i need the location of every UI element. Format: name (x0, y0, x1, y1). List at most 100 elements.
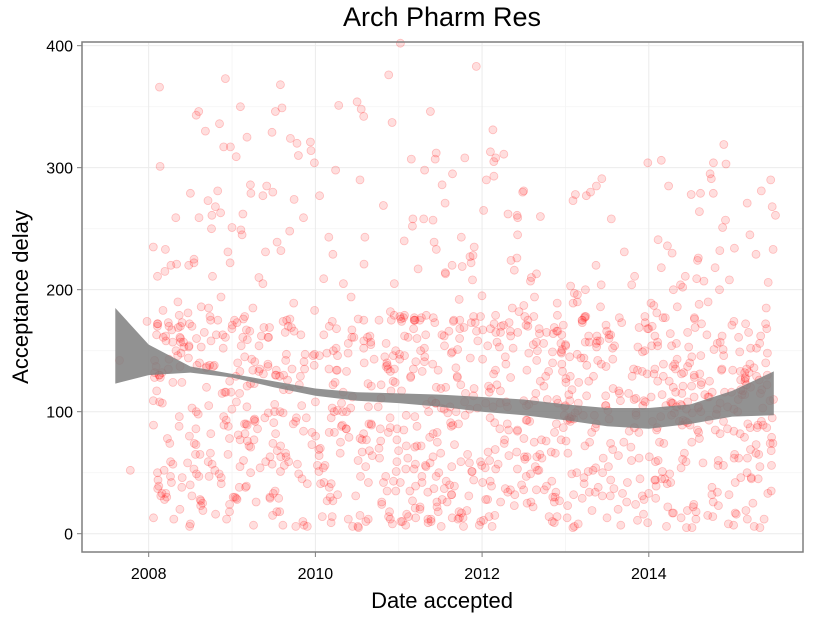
scatter-point (455, 324, 465, 334)
scatter-point (755, 523, 765, 532)
scatter-point (742, 364, 751, 374)
scatter-point (505, 326, 515, 336)
scatter-point (343, 514, 353, 524)
scatter-point (333, 490, 343, 500)
scatter-point (382, 358, 392, 368)
scatter-point (235, 462, 245, 472)
scatter-point (477, 460, 487, 470)
scatter-point (373, 402, 383, 412)
scatter-point (391, 486, 401, 496)
scatter-point (503, 487, 513, 497)
scatter-point (676, 513, 686, 523)
scatter-point (314, 351, 324, 361)
scatter-point (584, 337, 594, 347)
scatter-point (537, 453, 547, 463)
scatter-point (655, 437, 664, 447)
scatter-point (742, 198, 752, 208)
scatter-point (208, 271, 217, 281)
scatter-point (455, 334, 465, 343)
scatter-point (718, 223, 727, 232)
scatter-point (276, 467, 285, 476)
scatter-point (383, 427, 393, 437)
scatter-point (696, 188, 705, 198)
scatter-point (724, 490, 734, 500)
scatter-point (276, 441, 286, 451)
scatter-point (639, 495, 649, 504)
scatter-point (478, 325, 488, 335)
scatter-point (758, 420, 768, 430)
scatter-point (260, 413, 270, 423)
scatter-point (152, 330, 162, 340)
scatter-point (533, 465, 542, 475)
scatter-point (746, 343, 755, 353)
scatter-point (546, 447, 556, 457)
scatter-point (192, 334, 201, 343)
scatter-point (660, 474, 670, 484)
scatter-point (430, 318, 440, 328)
chart-title: Arch Pharm Res (343, 2, 541, 32)
scatter-point (574, 377, 584, 387)
scatter-point (235, 435, 245, 445)
scatter-point (397, 316, 407, 326)
scatter-point (395, 349, 404, 359)
scatter-point (429, 484, 439, 494)
scatter-point (553, 310, 562, 320)
scatter-point (459, 323, 469, 332)
scatter-point (465, 252, 475, 262)
scatter-point (400, 310, 409, 320)
scatter-point (385, 413, 395, 423)
scatter-point (736, 473, 746, 483)
scatter-point (715, 246, 725, 256)
scatter-point (263, 332, 273, 342)
scatter-point (541, 436, 551, 446)
scatter-point (270, 107, 280, 116)
scatter-point (312, 460, 322, 470)
scatter-point (428, 452, 438, 462)
scatter-point (771, 210, 780, 220)
scatter-point (637, 366, 647, 376)
scatter-point (334, 101, 344, 110)
scatter-point (678, 282, 688, 292)
scatter-point (296, 330, 306, 340)
scatter-point (174, 412, 184, 422)
scatter-point (191, 440, 201, 450)
scatter-point (415, 315, 425, 325)
scatter-point (561, 374, 571, 384)
scatter-point (401, 520, 411, 530)
scatter-point (211, 509, 221, 519)
scatter-point (740, 368, 750, 378)
scatter-point (439, 331, 449, 341)
scatter-point (268, 511, 278, 520)
scatter-point (500, 435, 510, 445)
scatter-point (247, 354, 257, 364)
scatter-point (551, 487, 561, 497)
scatter-point (462, 506, 472, 515)
scatter-point (310, 305, 320, 315)
scatter-point (668, 362, 678, 371)
scatter-point (268, 488, 278, 498)
scatter-point (441, 382, 451, 392)
scatter-point (631, 393, 641, 403)
scatter-point (466, 318, 476, 328)
scatter-point (415, 502, 425, 512)
scatter-point (740, 374, 750, 384)
scatter-point (271, 429, 281, 439)
scatter-point (161, 331, 171, 341)
scatter-point (324, 232, 334, 242)
scatter-point (491, 153, 501, 163)
scatter-point (410, 442, 420, 452)
scatter-point (650, 331, 660, 341)
scatter-point (167, 325, 177, 335)
scatter-point (455, 315, 465, 325)
scatter-point (275, 80, 285, 90)
scatter-point (298, 517, 308, 526)
scatter-point (442, 497, 452, 507)
scatter-point (751, 440, 761, 450)
scatter-point (749, 363, 759, 373)
scatter-point (715, 285, 724, 295)
scatter-point (204, 401, 214, 411)
scatter-point (647, 341, 656, 351)
scatter-point (324, 482, 334, 492)
scatter-point (218, 330, 228, 340)
scatter-point (176, 337, 186, 347)
